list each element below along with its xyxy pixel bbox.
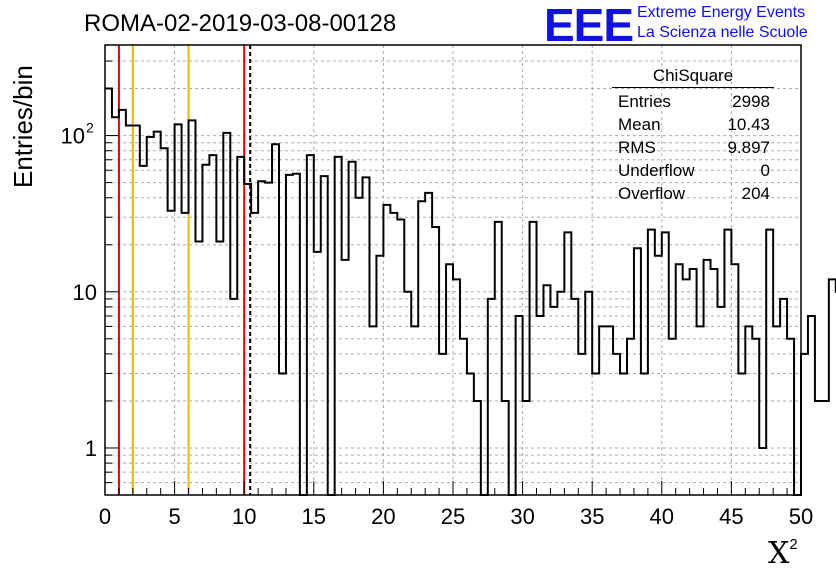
x-tick-label: 50 — [789, 504, 813, 529]
stat-value: 204 — [741, 184, 770, 203]
y-tick-label: 1 — [85, 436, 97, 461]
axes — [104, 44, 802, 496]
y-tick-label: 10 — [61, 124, 85, 149]
x-axis-label: X2 — [768, 536, 798, 571]
x-axis-label-exponent: 2 — [789, 536, 798, 553]
stat-label: Underflow — [618, 161, 695, 180]
x-tick-label: 20 — [371, 504, 395, 529]
x-tick-label: 10 — [232, 504, 256, 529]
stat-label: Mean — [618, 115, 661, 134]
stat-value: 9.897 — [727, 138, 770, 157]
stat-row-rms: RMS 9.897 — [612, 136, 774, 159]
stat-row-overflow: Overflow 204 — [612, 182, 774, 205]
plot-frame — [104, 44, 802, 496]
stat-value: 2998 — [732, 92, 770, 111]
y-tick-exponent: 2 — [86, 120, 94, 136]
x-axis-label-symbol: X — [768, 536, 790, 571]
grid-lines — [105, 45, 801, 496]
logo-caption-line-2: La Scienza nelle Scuole — [637, 24, 808, 41]
x-tick-label: 25 — [441, 504, 465, 529]
eee-logo: EEE — [544, 0, 634, 51]
x-tick-label: 40 — [650, 504, 674, 529]
stat-value: 10.43 — [727, 115, 770, 134]
x-tick-label: 35 — [580, 504, 604, 529]
x-tick-label: 45 — [719, 504, 743, 529]
x-tick-labels: 0 5 10 15 20 25 30 35 40 45 50 — [99, 504, 813, 529]
stats-box: ChiSquare Entries 2998 Mean 10.43 RMS 9.897… — [612, 66, 774, 205]
y-axis-label: Entries/bin — [8, 65, 38, 188]
x-tick-label: 5 — [168, 504, 180, 529]
stat-row-mean: Mean 10.43 — [612, 113, 774, 136]
histogram-line — [105, 87, 836, 496]
x-tick-label: 30 — [510, 504, 534, 529]
logo-caption: Extreme Energy Events La Scienza nelle S… — [637, 3, 808, 43]
stat-label: RMS — [618, 138, 656, 157]
stat-row-entries: Entries 2998 — [612, 90, 774, 113]
chart-title: ROMA-02-2019-03-08-00128 — [84, 10, 397, 37]
stat-row-underflow: Underflow 0 — [612, 159, 774, 182]
x-tick-label: 0 — [99, 504, 111, 529]
logo-caption-line-1: Extreme Energy Events — [637, 4, 806, 21]
stat-label: Entries — [618, 92, 671, 111]
y-tick-label: 10 — [73, 280, 97, 305]
stat-value: 0 — [760, 161, 770, 180]
x-tick-label: 15 — [302, 504, 326, 529]
stats-title: ChiSquare — [612, 66, 774, 88]
stat-label: Overflow — [618, 184, 686, 203]
